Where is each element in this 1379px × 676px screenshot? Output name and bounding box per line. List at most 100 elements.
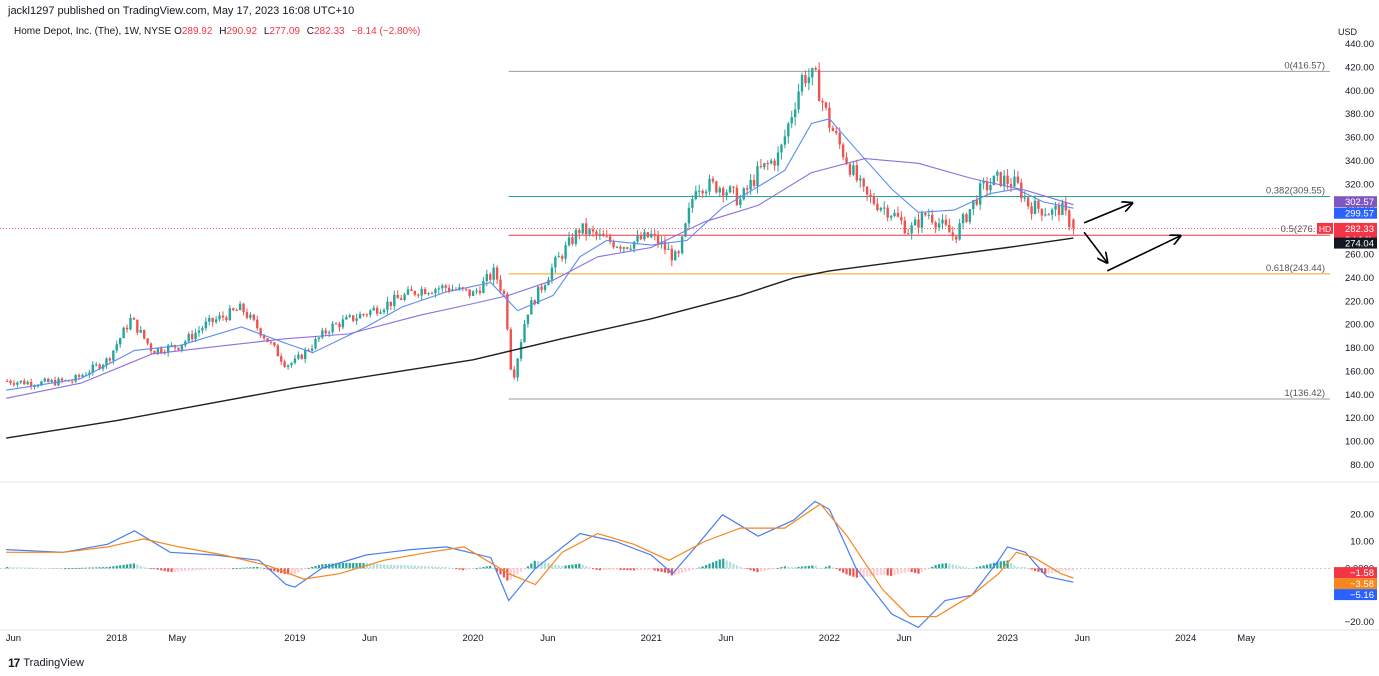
macd-histogram-bar [396,565,399,569]
candle-body [667,248,670,250]
candle-body [756,166,759,186]
candle-body [773,160,776,166]
macd-histogram-bar [386,564,389,569]
macd-histogram-bar [444,566,447,569]
candle-body [465,288,468,290]
candle-body [170,344,173,346]
macd-histogram-bar [958,565,961,569]
candle-body [468,289,471,296]
macd-histogram-bar [561,565,564,569]
macd-histogram-bar [259,567,262,569]
macd-histogram-bar [920,568,924,572]
macd-histogram-bar [441,566,444,569]
macd-histogram-bar [968,567,972,569]
macd-histogram-bar [526,566,530,569]
macd-histogram-bar [273,568,276,572]
candle-body [160,348,163,353]
candle-body [835,131,838,134]
macd-histogram-bar [547,563,550,569]
candle-body [386,301,389,310]
candle-body [478,290,482,293]
macd-histogram-bar [1044,568,1047,574]
candle-body [694,191,698,200]
macd-histogram-bar [465,568,468,571]
macd-histogram-bar [448,567,451,569]
macd-histogram-bar [927,568,930,570]
candle-body [495,267,499,280]
legend-close: 282.33 [314,26,345,37]
candle-body [115,344,118,351]
macd-histogram-bar [756,568,759,573]
macd-histogram-bar [619,568,622,570]
signal-line [6,503,1074,618]
candle-body [420,289,423,296]
candle-body [567,237,571,246]
candle-body [533,300,536,305]
macd-histogram-bar [406,565,410,569]
macd-histogram-bar [588,567,591,569]
macd-histogram-bar [639,568,643,571]
macd-value-tag [1334,567,1377,579]
candle-body [389,301,393,306]
price-tick-label: 100.00 [1345,437,1374,448]
fib-level-label: 1(136.42) [1284,388,1325,399]
macd-histogram-bar [636,568,639,571]
candle-body [972,200,975,210]
macd-histogram-bar [972,568,975,569]
moving-average-line [6,158,1074,399]
macd-histogram-bar [420,565,423,569]
macd-histogram-bar [907,568,910,572]
candle-body [95,364,98,366]
candle-body [136,319,139,333]
macd-histogram-bar [763,568,766,571]
candle-body [166,345,170,353]
macd-histogram-bar [1020,567,1023,569]
candle-body [36,385,40,387]
macd-histogram [6,558,1074,581]
macd-histogram-bar [1061,568,1064,572]
macd-histogram-bar [64,568,67,570]
candle-body [841,144,845,158]
macd-histogram-bar [937,564,941,569]
candle-body [598,233,602,236]
candle-body [636,235,639,242]
macd-histogram-bar [811,565,814,569]
candle-body [739,199,742,206]
candle-body [266,338,269,342]
symbol-badge-label: HD [1319,224,1331,234]
candle-body [118,338,122,345]
candle-body [71,381,74,383]
projection-arrow [1083,231,1107,262]
candle-body [369,310,372,315]
candle-body [1040,208,1044,216]
macd-histogram-bar [413,565,416,569]
macd-histogram-bar [944,563,948,569]
candle-body [502,290,506,294]
candle-body [862,178,865,187]
macd-histogram-bar [495,568,499,572]
macd-histogram-bar [201,568,204,570]
macd-histogram-bar [101,567,105,569]
candle-body [29,381,33,387]
candle-body [358,314,362,319]
candle-body [441,285,444,289]
macd-histogram-bar [790,567,793,569]
macd-histogram-bar [910,568,913,573]
tradingview-logo-icon: 17 [8,656,20,670]
macd-histogram-bar [379,564,382,569]
macd-histogram-bar [321,564,324,569]
legend-high: 290.92 [226,26,258,37]
candle-body [622,247,626,249]
candle-body [811,68,814,78]
macd-histogram-bar [348,563,351,569]
publisher-header: jackl1297 published on TradingView.com, … [8,5,355,17]
macd-histogram-bar [88,567,91,569]
candle-body [447,287,451,291]
candle-body [214,319,218,323]
macd-histogram-bar [314,566,317,569]
candle-body [269,341,273,343]
macd-histogram-bar [249,567,252,569]
candle-body [793,109,797,118]
macd-histogram-bar [1033,568,1037,571]
